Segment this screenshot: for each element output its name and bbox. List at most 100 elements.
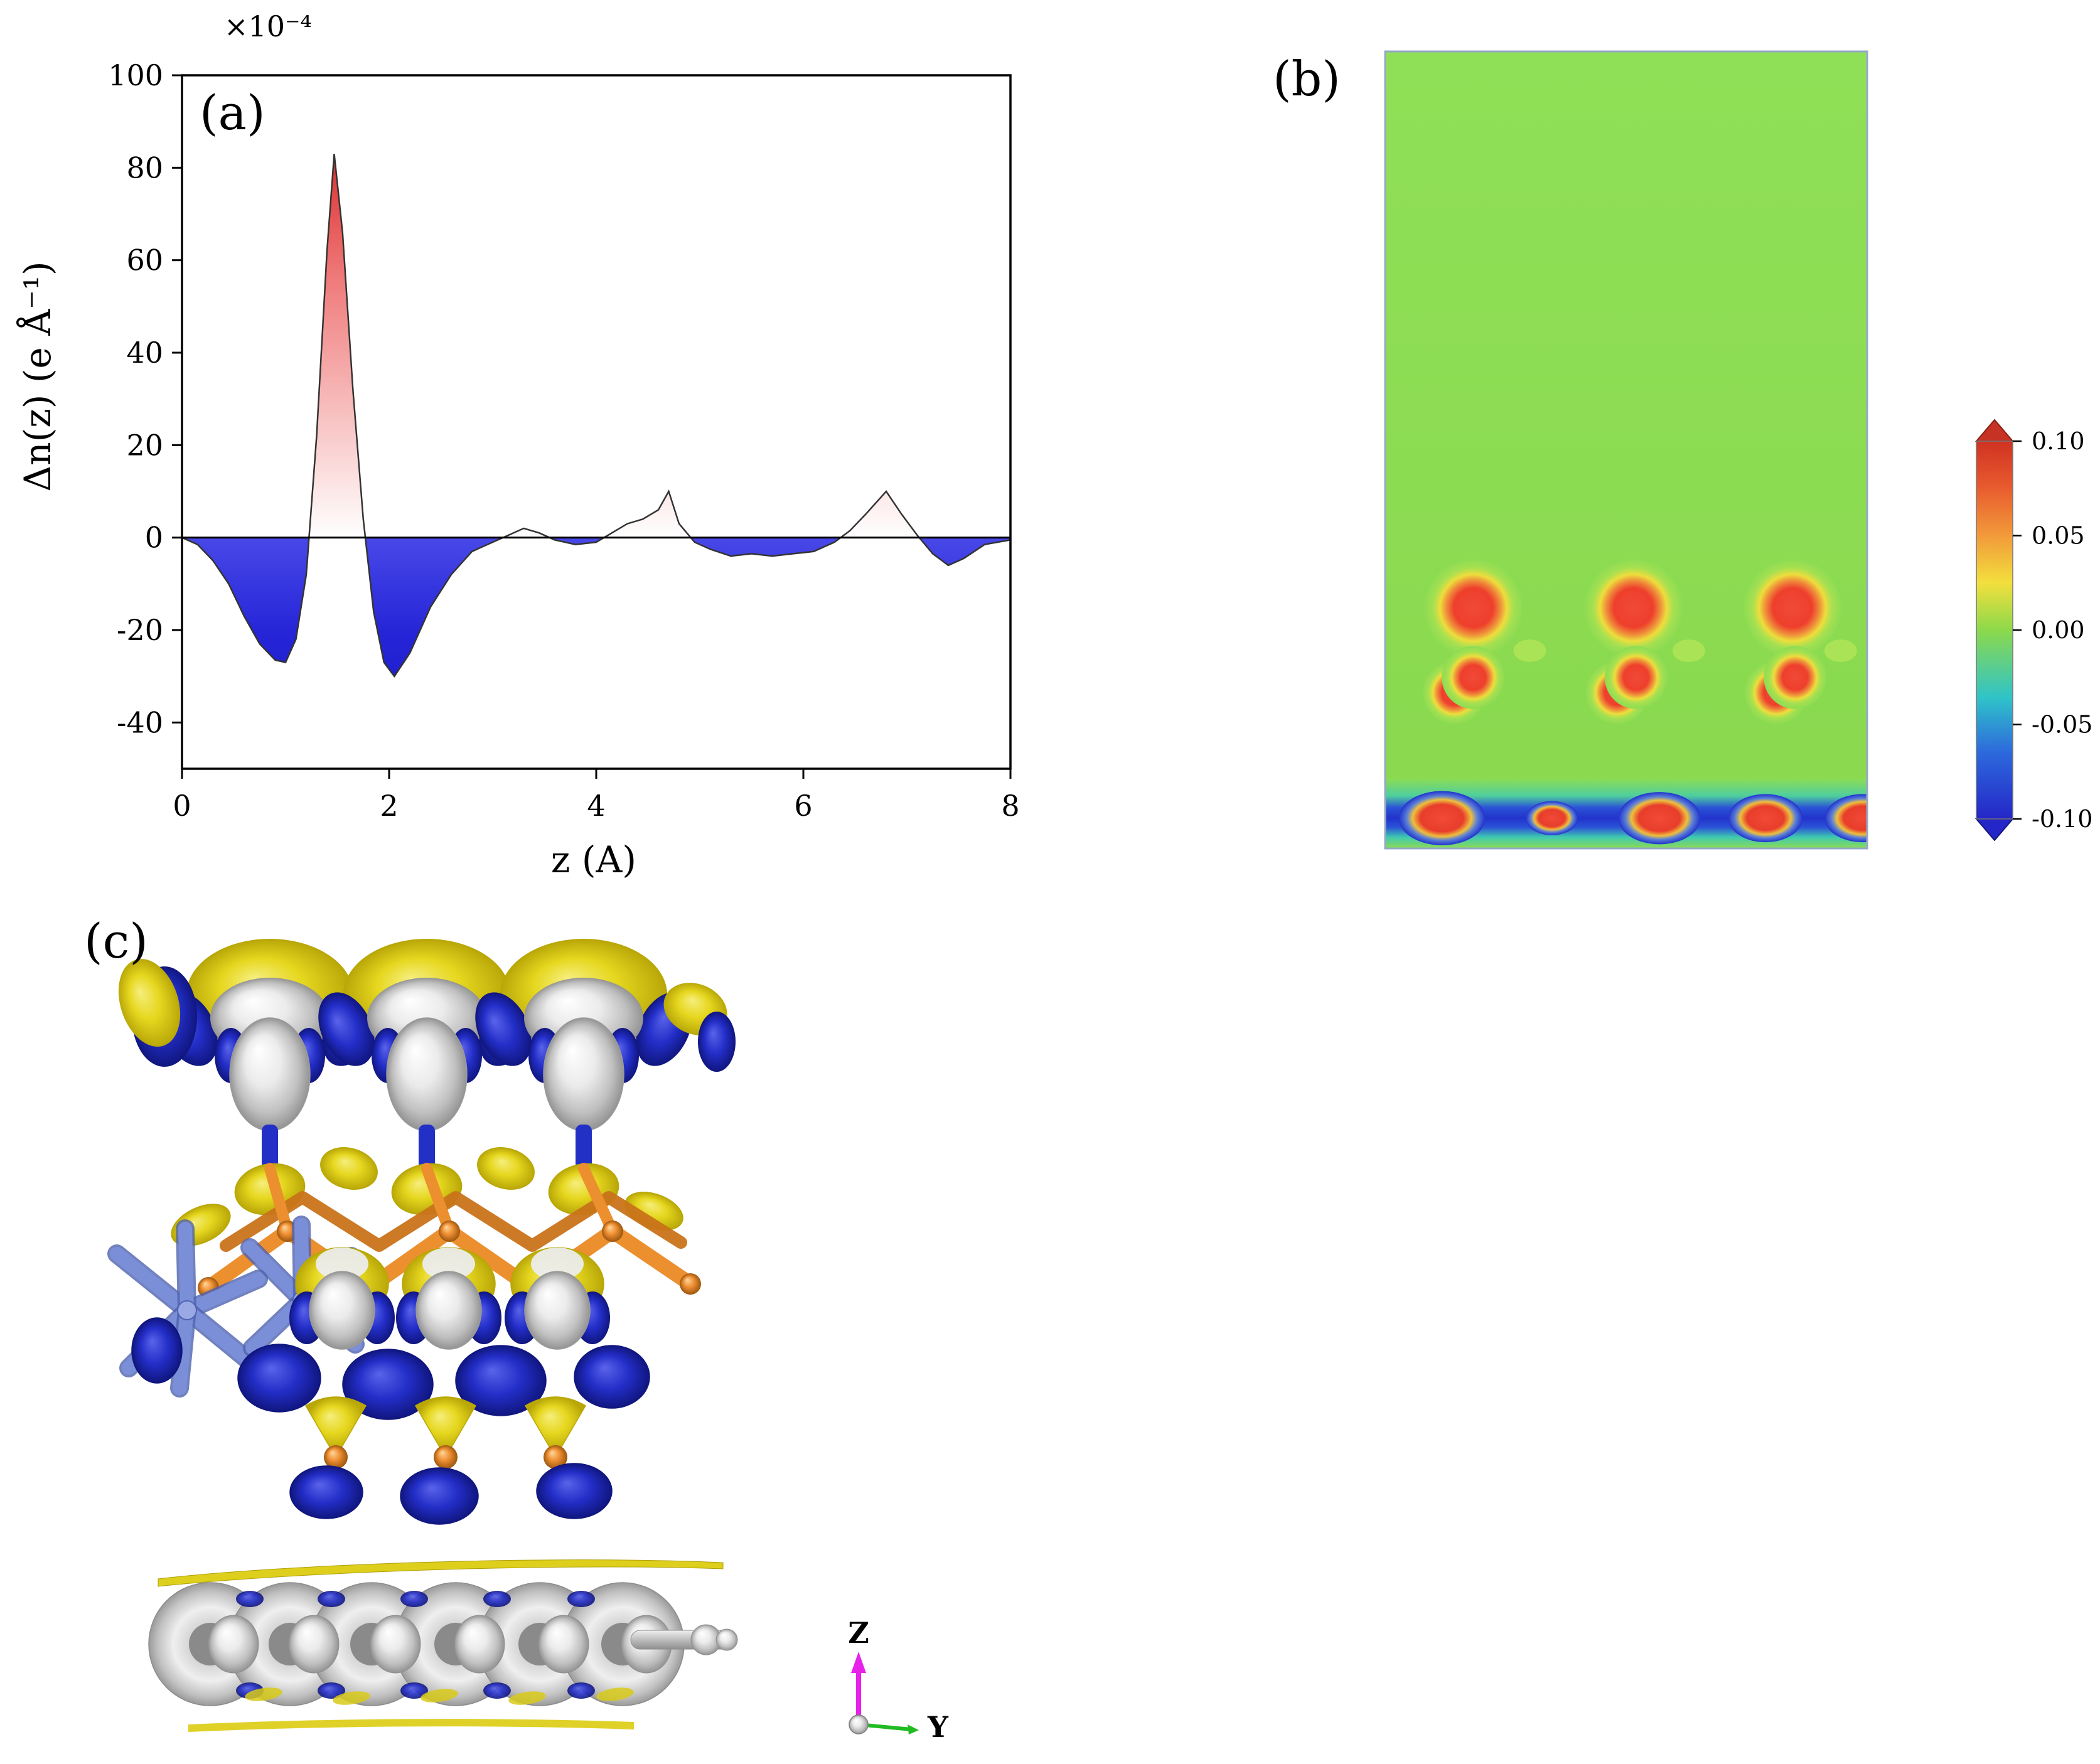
y-tick-label: 0 (145, 521, 163, 555)
ellipse-shape (483, 1682, 511, 1699)
y-tick-label: -40 (117, 705, 163, 739)
panel-b-heatmap: 0.10 0.05 0.00 -0.05 -0.10 (b) (1273, 50, 2092, 850)
ellipse-shape (422, 1248, 475, 1280)
axis-origin-atom (849, 1714, 869, 1735)
circle-shape (177, 1300, 197, 1320)
ellipse-shape (245, 1687, 282, 1701)
ellipse-shape (386, 1017, 468, 1131)
ellipse-shape (543, 1017, 624, 1131)
ellipse-shape (118, 959, 181, 1047)
area-positive (182, 154, 1010, 538)
y-tick-label: 40 (126, 336, 163, 370)
ellipse-shape (567, 1682, 595, 1699)
y-tick-label: 60 (126, 243, 163, 277)
panel-c-art (107, 939, 919, 1735)
band-positive-spot (1728, 794, 1803, 843)
path-shape (188, 1719, 634, 1732)
colorbar-tick-label: 0.00 (2032, 616, 2085, 644)
ellipse-shape (318, 992, 375, 1066)
colorbar-tick-label: 0.10 (2032, 427, 2085, 455)
ellipse-shape (698, 1012, 736, 1072)
line-shape (264, 1163, 293, 1237)
y-axis-scale-label: ×10⁻⁴ (224, 9, 312, 43)
rect-shape (262, 1125, 278, 1170)
ellipse-shape (531, 1248, 584, 1280)
ellipse-shape (536, 1463, 613, 1519)
line-shape (110, 1247, 194, 1317)
ellipse-shape (400, 1682, 428, 1699)
ellipse-shape (318, 1682, 345, 1699)
ellipse-shape (316, 1248, 368, 1280)
colorbar-tick-label: 0.05 (2032, 522, 2085, 550)
colorbar (1976, 441, 2013, 820)
band-positive-spot (1618, 792, 1701, 845)
heatmap-border (1384, 50, 1868, 850)
faint-spot (1672, 639, 1705, 663)
faint-spot (1513, 639, 1546, 663)
axis-z-label: Z (848, 1616, 869, 1650)
positive-spot (1424, 559, 1523, 657)
band-positive-spot (1824, 794, 1867, 843)
panel-a-label: (a) (200, 85, 265, 141)
positive-spot-lobe (1764, 646, 1827, 709)
ellipse-shape (333, 1691, 370, 1705)
ellipse-shape (596, 1687, 634, 1701)
ellipse-shape (400, 1591, 428, 1607)
rect-shape (419, 1125, 435, 1170)
plot-frame (181, 74, 1012, 770)
y-axis-label: Δn(z) (e Å⁻¹) (16, 261, 59, 491)
band-positive-spot (1526, 801, 1578, 835)
ellipse-shape (289, 1465, 363, 1519)
x-tick-label: 2 (380, 789, 398, 823)
curve-line (181, 154, 1011, 678)
positive-spot-lobe (1604, 646, 1668, 709)
band-positive-spot (1398, 791, 1486, 845)
x-tick-label: 8 (1001, 789, 1019, 823)
y-axis-arrowhead (908, 1724, 919, 1735)
x-tick-label: 0 (173, 789, 191, 823)
ellipse-shape (236, 1591, 264, 1607)
y-tick-label: 20 (126, 428, 163, 462)
path-shape (158, 1559, 724, 1587)
ellipse-shape (288, 1615, 340, 1674)
circle-shape (602, 1221, 623, 1242)
ellipse-shape (342, 1349, 434, 1420)
heatmap-background (1385, 51, 1867, 848)
colorbar-tick-label: -0.10 (2032, 805, 2092, 833)
line-shape (578, 1163, 618, 1237)
ellipse-shape (309, 1271, 375, 1350)
panel-b-label: (b) (1273, 51, 1341, 107)
area-negative (182, 538, 1010, 676)
circle-shape (544, 1445, 567, 1469)
circle-shape (680, 1273, 701, 1295)
ellipse-shape (477, 1147, 535, 1190)
ellipse-shape (131, 1317, 183, 1384)
ellipse-shape (421, 1689, 458, 1703)
z-axis-arrowhead (851, 1652, 866, 1673)
path-shape (220, 1191, 687, 1252)
rect-shape (576, 1125, 592, 1170)
circle-shape (434, 1445, 458, 1469)
colorbar-bottom-arrow (1974, 818, 2015, 842)
positive-spot (1743, 559, 1841, 657)
y-tick-label: 100 (108, 58, 163, 92)
panel-b-plot-area: 0.10 0.05 0.00 -0.05 -0.10 (1384, 50, 2092, 850)
colorbar-top-arrow (1974, 419, 2015, 442)
ellipse-shape (415, 1271, 482, 1350)
x-tick-label: 6 (794, 789, 812, 823)
circle-shape (324, 1445, 348, 1469)
heatmap-content (1385, 51, 1867, 848)
line-shape (180, 1272, 265, 1317)
panel-c-label: (c) (84, 913, 148, 969)
ellipse-shape (508, 1691, 546, 1705)
ellipse-shape (370, 1615, 421, 1674)
ellipse-shape (400, 1467, 479, 1525)
ellipse-shape (318, 1591, 345, 1607)
line-shape (173, 1303, 194, 1395)
line-shape (180, 1303, 253, 1366)
panel-a-plot-area: 100 80 60 40 20 0 -20 -40 0 2 4 6 8 (108, 58, 1019, 823)
line-shape (421, 1163, 455, 1237)
faint-spot (1824, 639, 1857, 663)
